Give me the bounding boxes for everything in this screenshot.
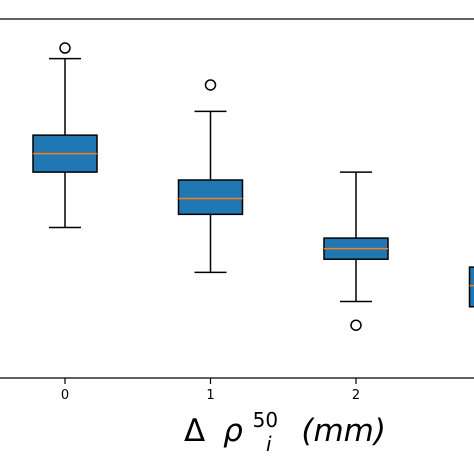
x-tick-label-1: 1: [206, 388, 214, 403]
x-axis-title-unit: (mm): [301, 413, 386, 449]
x-axis-title-subscript: i: [266, 432, 272, 456]
outlier-1-0: [204, 79, 217, 91]
boxes-layer: [32, 42, 474, 331]
box-group-3: [468, 266, 474, 308]
x-tick-label-2: 2: [352, 388, 360, 403]
box-group-2: [323, 171, 389, 331]
x-axis-title-delta: Δ: [184, 413, 205, 449]
outlier-0-0: [59, 42, 71, 54]
x-tick-label-0: 0: [61, 388, 69, 403]
box-group-0: [32, 42, 98, 229]
outlier-2-0: [350, 319, 362, 331]
box-3: [468, 266, 474, 308]
x-ticks: 0123: [61, 378, 360, 403]
box-group-1: [177, 79, 244, 274]
x-axis-title-superscript: 50: [253, 408, 278, 432]
x-axis-title: Δ ρ 50 i (mm): [184, 399, 386, 459]
box-1: [177, 179, 244, 216]
x-axis-title-rho: ρ: [223, 413, 243, 449]
